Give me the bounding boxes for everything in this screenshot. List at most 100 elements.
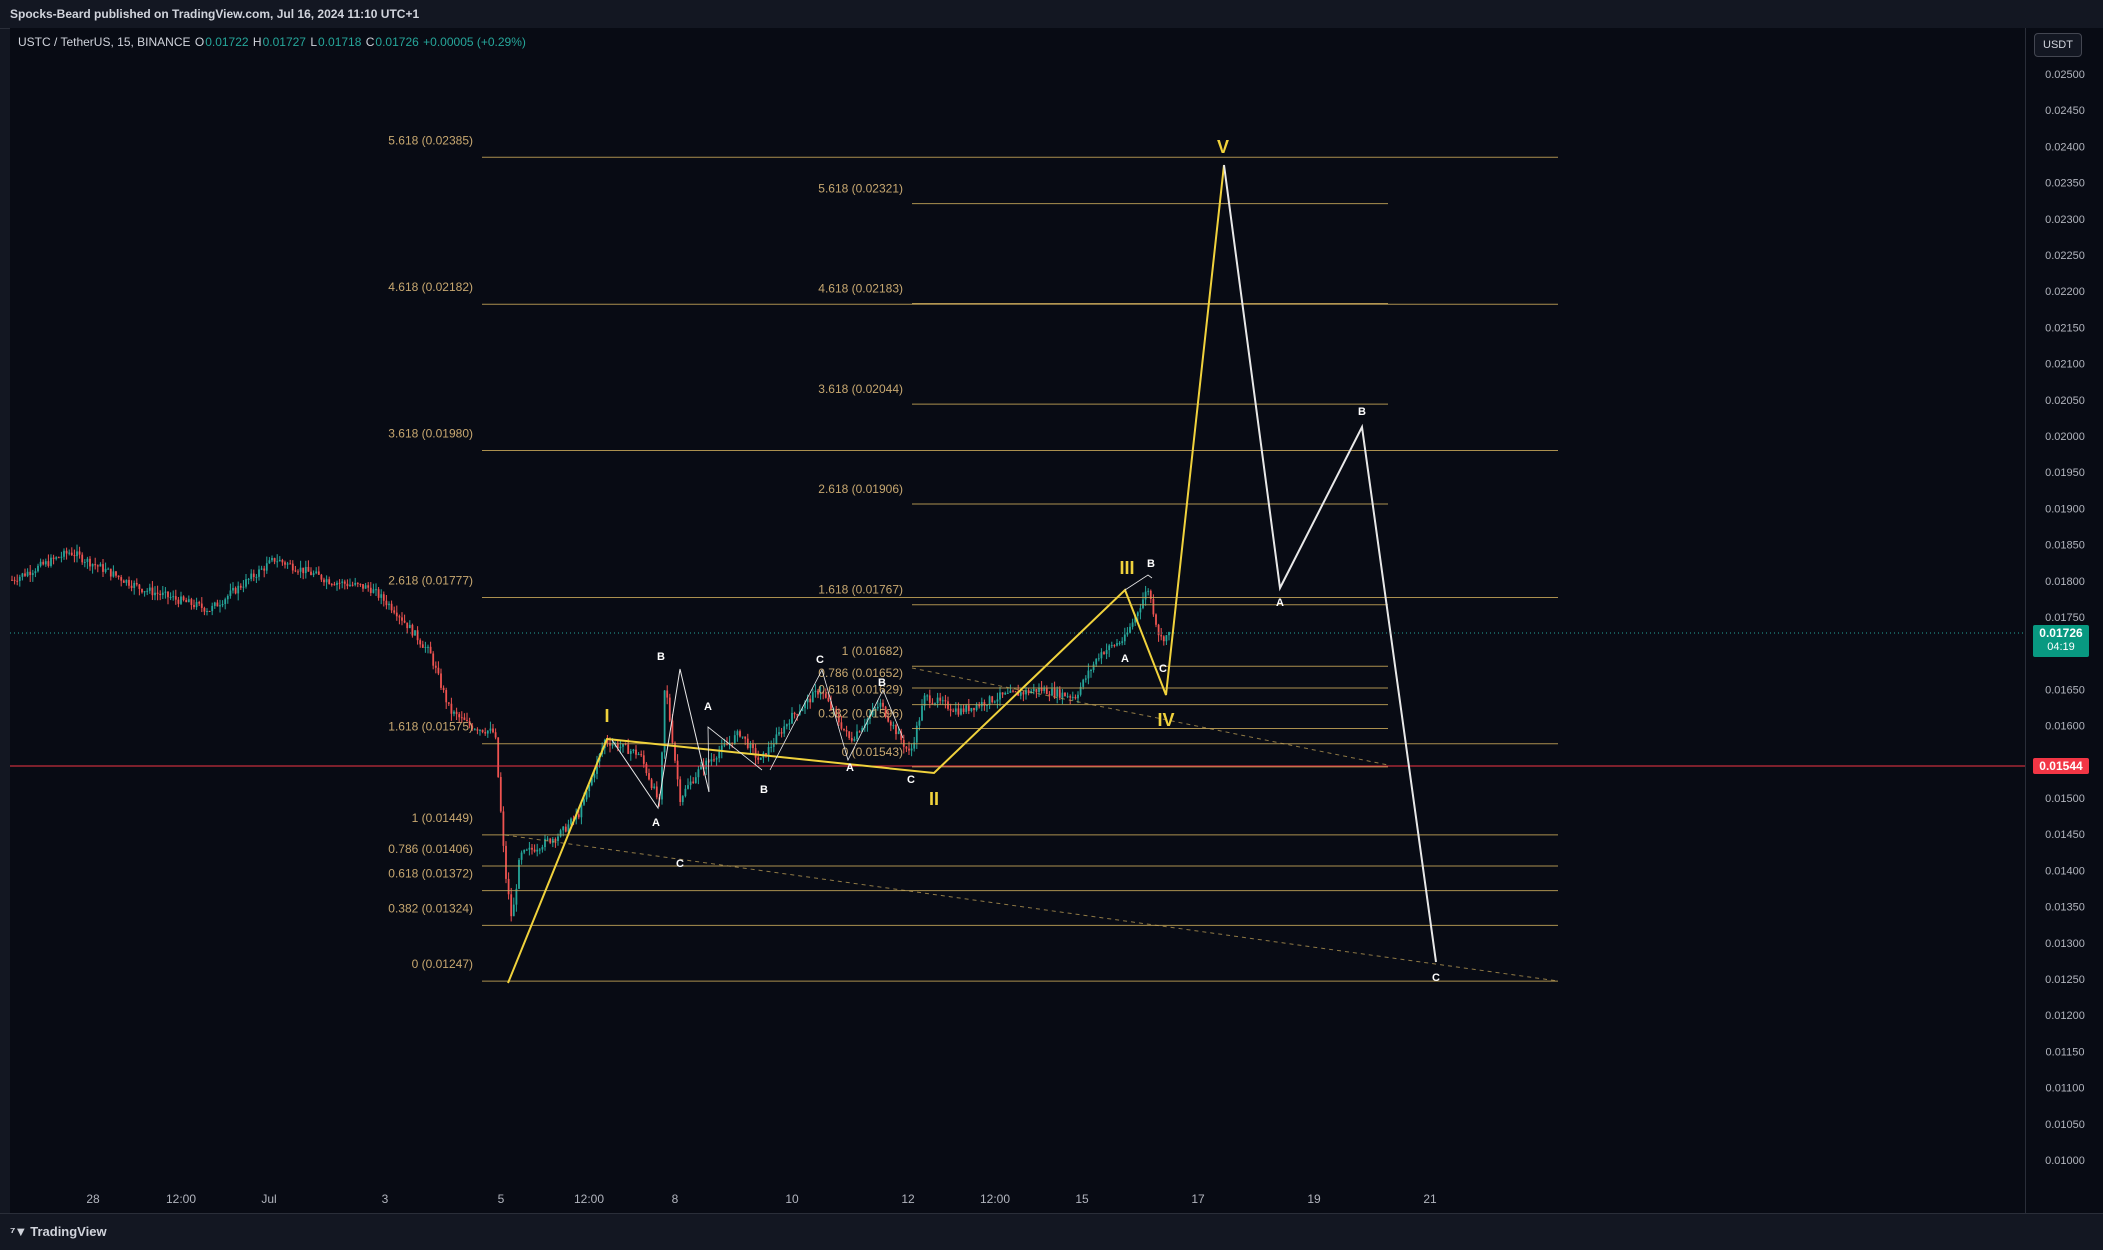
candle-body — [632, 749, 635, 752]
tradingview-logo[interactable]: ⁷▼ TradingView — [10, 1224, 107, 1239]
candle-body — [286, 563, 289, 565]
candle-body — [845, 730, 848, 732]
price-axis[interactable] — [2025, 28, 2103, 1213]
candle-body — [1121, 641, 1124, 643]
chart-area[interactable] — [10, 28, 2025, 1213]
candle-body — [481, 729, 484, 733]
time-axis[interactable]: 28 12:00 Jul 3 5 12:00 8 10 12 12:00 15 17 19 21 — [0, 1185, 2025, 1213]
candle-body — [523, 849, 526, 853]
price-axis-labels: 0.02500 0.02450 0.02400 0.02350 0.02300 0.022… — [2045, 69, 2085, 1167]
candle-body — [463, 717, 466, 720]
candle-body — [1092, 664, 1095, 671]
candle-body — [827, 697, 830, 702]
candle-body — [694, 777, 697, 783]
currency-button[interactable]: USDT — [2034, 33, 2082, 57]
price-tick-label: 0.02100 — [2045, 359, 2085, 371]
candle-body — [460, 717, 463, 719]
candle-body — [393, 610, 396, 613]
price-tick-label: 0.01150 — [2046, 1046, 2085, 1058]
elliott-wave-paths — [507, 164, 1437, 984]
candle-body — [869, 715, 871, 719]
candle-body — [520, 852, 523, 860]
candle-body — [718, 751, 721, 759]
candle-body — [349, 584, 351, 587]
candle-body — [741, 736, 744, 738]
candle-body — [447, 702, 450, 704]
candle-body — [239, 585, 242, 588]
candle-body — [468, 720, 471, 726]
candle-body — [1108, 645, 1111, 651]
minor-wave-label: B — [1147, 558, 1155, 570]
candle-body — [640, 754, 643, 756]
candle-body — [29, 571, 32, 575]
candle-body — [159, 593, 162, 596]
candle-body — [388, 603, 390, 606]
candle-body — [674, 742, 676, 761]
candle-body — [689, 781, 692, 786]
candle-body — [156, 592, 159, 594]
candle-body — [666, 690, 669, 698]
candle-body — [11, 579, 13, 581]
candle-body — [897, 731, 900, 735]
candle-body — [117, 575, 120, 578]
candle-body — [778, 732, 780, 735]
candle-body — [949, 708, 952, 711]
candle-body — [26, 571, 29, 576]
candle-body — [999, 692, 1001, 700]
time-tick-label: Jul — [261, 1192, 276, 1206]
candle-body — [135, 582, 138, 585]
candle-body — [551, 838, 554, 843]
candle-body — [268, 560, 271, 564]
candle-body — [55, 557, 58, 559]
candle-body — [655, 786, 658, 798]
candle-body — [887, 717, 890, 722]
candle-body — [419, 640, 422, 645]
fib-level-label: 0.786 (0.01406) — [388, 842, 473, 856]
price-tick-label: 0.02450 — [2045, 105, 2085, 117]
candle-body — [291, 563, 294, 571]
symbol-name[interactable]: USTC / TetherUS, 15, BINANCE — [18, 35, 191, 49]
candle-body — [187, 599, 190, 603]
candle-body — [1074, 696, 1077, 699]
candle-body — [164, 591, 167, 593]
candle-body — [819, 692, 822, 695]
time-tick-label: 3 — [382, 1192, 389, 1206]
candle-body — [895, 725, 897, 735]
candle-body — [848, 731, 851, 738]
sub-wave-4 — [1124, 574, 1153, 591]
current-price-value: 0.01726 — [2039, 626, 2083, 640]
candle-body — [242, 586, 245, 588]
change-value: +0.00005 (+0.29%) — [423, 35, 526, 49]
candle-body — [330, 584, 333, 586]
candle-body — [1131, 622, 1134, 627]
candle-body — [445, 690, 448, 703]
minor-wave-label: C — [816, 654, 824, 666]
candle-body — [450, 703, 453, 714]
candle-body — [783, 726, 786, 734]
trend-line-upper — [911, 667, 1389, 766]
candle-body — [1006, 692, 1009, 694]
candle-body — [611, 744, 614, 746]
candle-body — [988, 696, 991, 705]
candle-body — [921, 705, 923, 721]
candle-body — [1022, 692, 1025, 695]
candle-body — [1009, 690, 1012, 693]
candle-body — [310, 571, 312, 575]
candle-body — [94, 564, 97, 566]
candle-body — [570, 818, 572, 825]
candle-body — [1032, 689, 1035, 692]
candle-body — [554, 838, 557, 842]
candle-body — [1129, 626, 1131, 633]
candle-body — [577, 814, 580, 818]
candle-body — [590, 777, 593, 786]
price-tick-label: 0.01400 — [2045, 865, 2085, 877]
candle-body — [180, 596, 182, 604]
candle-body — [34, 571, 37, 574]
candle-body — [931, 702, 934, 704]
candle-body — [546, 838, 549, 840]
impulse-wave-yellow — [507, 164, 1225, 984]
candle-body — [401, 617, 403, 621]
candle-body — [882, 702, 884, 707]
sub-wave-1 — [611, 668, 710, 810]
